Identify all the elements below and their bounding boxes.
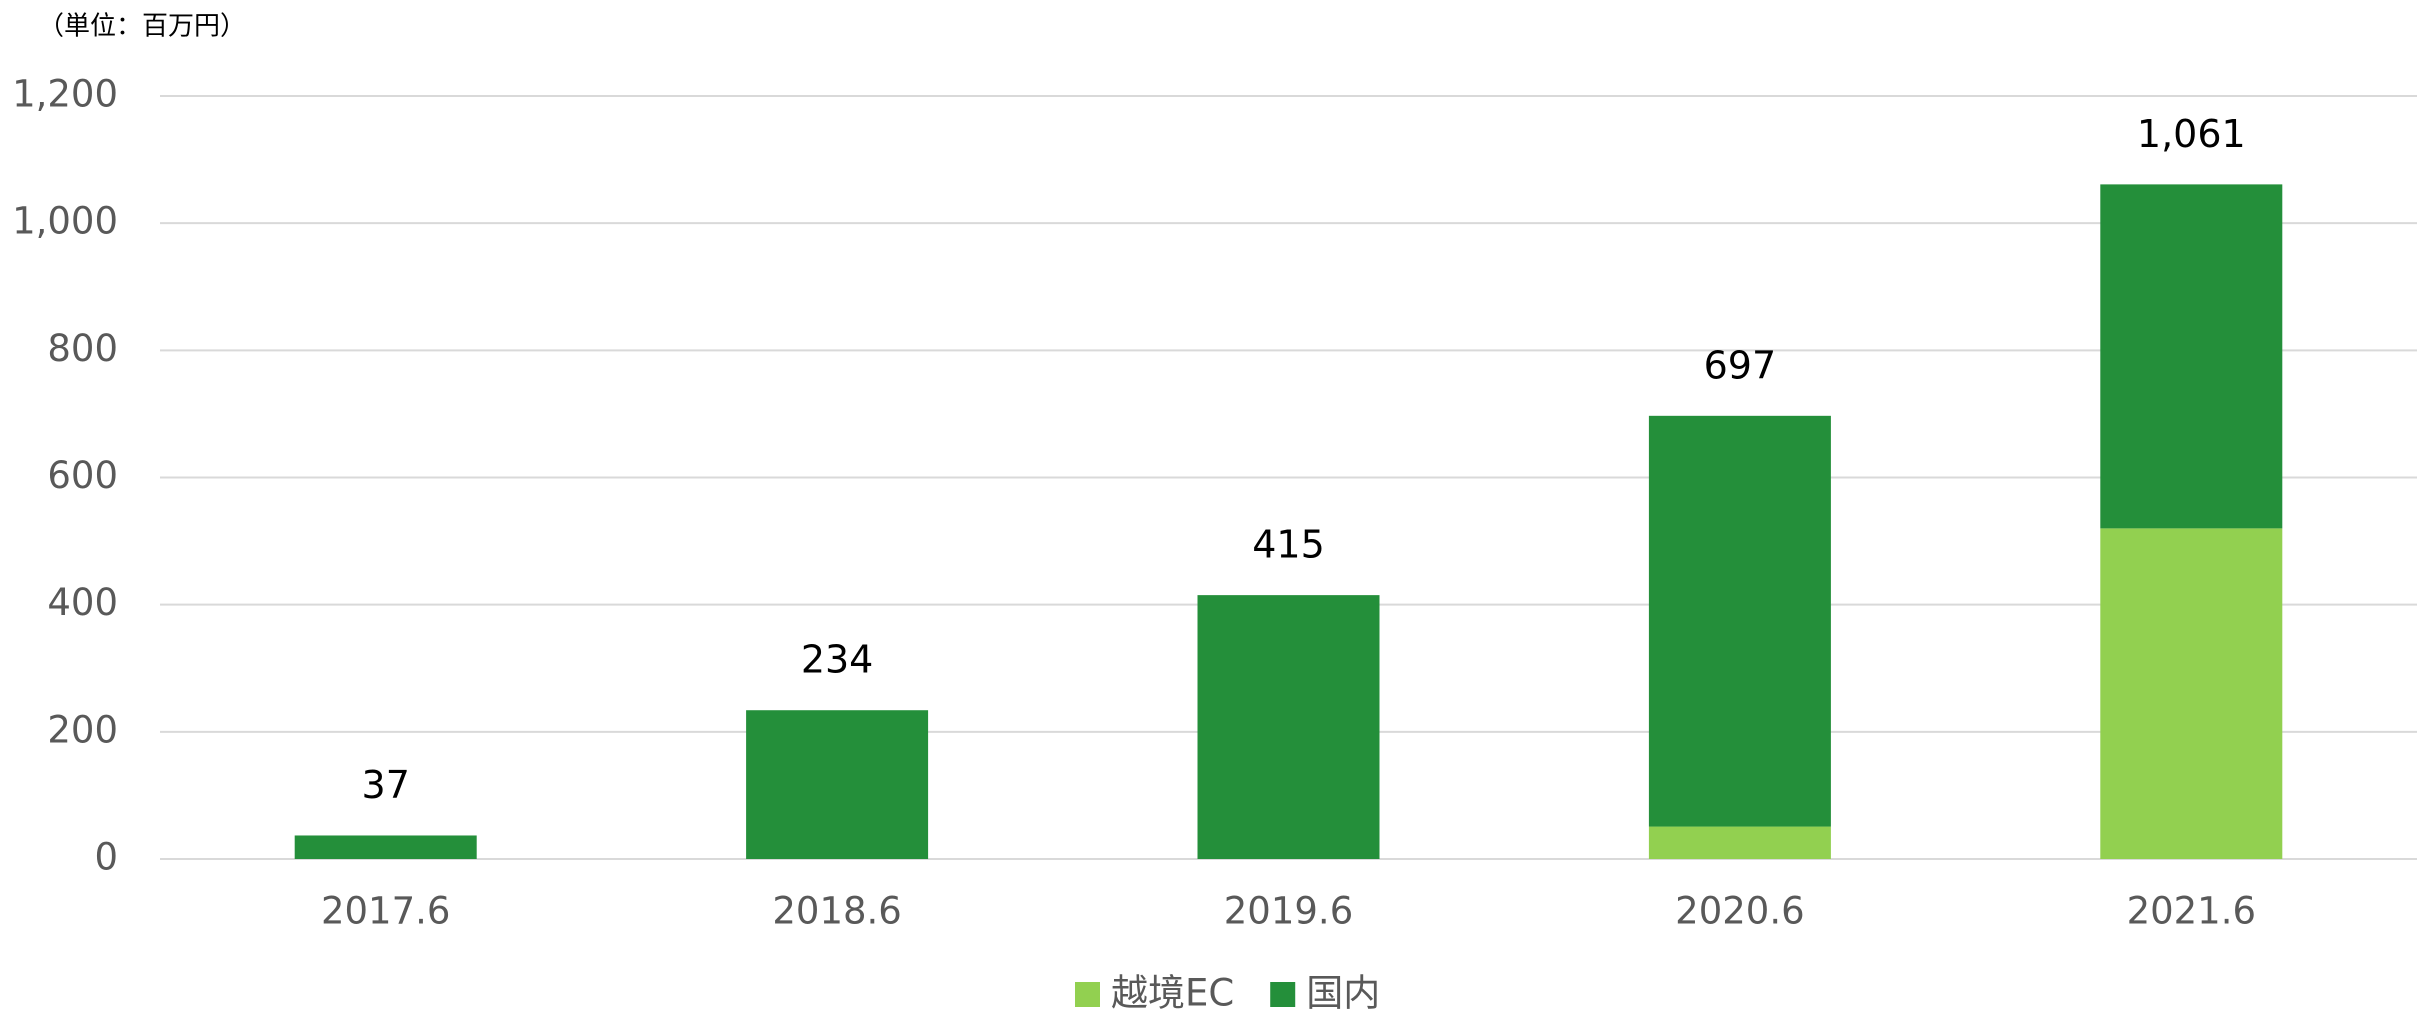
- total-label: 697: [1704, 343, 1777, 387]
- y-tick-label: 200: [47, 708, 118, 751]
- bar-segment: [2100, 184, 2283, 529]
- total-label: 415: [1252, 523, 1325, 567]
- total-label: 1,061: [2137, 112, 2246, 156]
- x-tick-label: 2021.6: [2127, 890, 2256, 933]
- bar-segment: [1648, 826, 1831, 859]
- total-label: 37: [362, 763, 410, 807]
- legend-label: 国内: [1306, 972, 1380, 1013]
- total-label: 234: [801, 638, 874, 682]
- x-tick-label: 2019.6: [1224, 890, 1353, 933]
- y-tick-label: 400: [47, 581, 118, 624]
- x-tick-label: 2017.6: [321, 890, 450, 933]
- unit-label: （単位：百万円）: [38, 12, 246, 42]
- bar-segment: [746, 710, 929, 859]
- y-tick-label: 600: [47, 454, 118, 497]
- legend-label: 越境EC: [1111, 972, 1234, 1013]
- y-tick-label: 1,200: [12, 73, 118, 116]
- bar-segment: [1648, 415, 1831, 827]
- bar-segment: [2100, 528, 2283, 859]
- x-tick-label: 2020.6: [1675, 890, 1804, 933]
- y-tick-label: 0: [94, 836, 118, 879]
- bar-segment: [294, 835, 477, 859]
- y-tick-label: 800: [47, 327, 118, 370]
- bar-segment: [1197, 595, 1380, 859]
- legend-swatch: [1075, 982, 1100, 1007]
- x-tick-label: 2018.6: [772, 890, 901, 933]
- y-tick-label: 1,000: [12, 200, 118, 243]
- legend-swatch: [1270, 982, 1296, 1007]
